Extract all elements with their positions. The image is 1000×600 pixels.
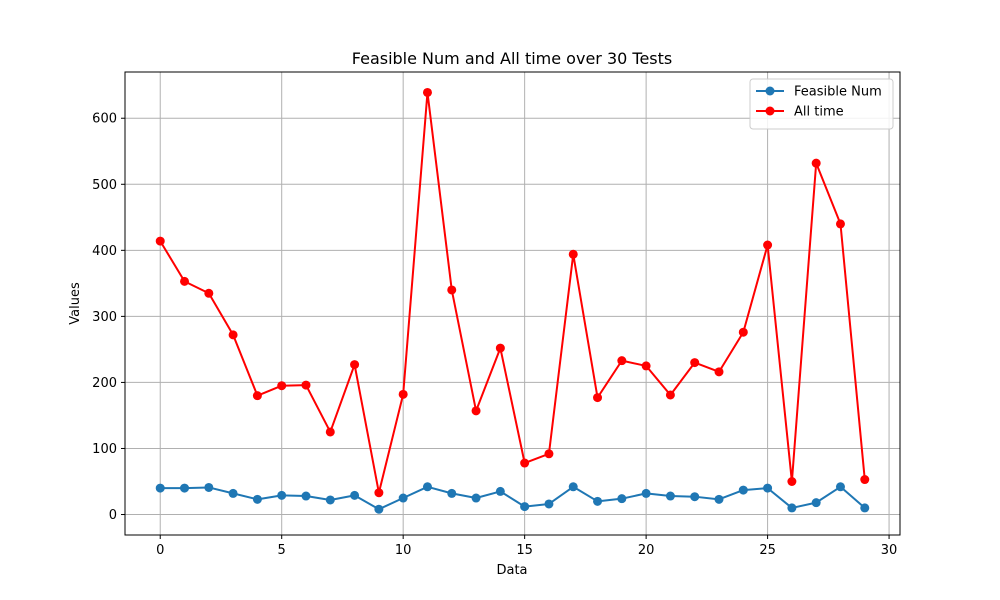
data-point-all-time: [277, 381, 287, 391]
data-point-feasible-num: [350, 490, 360, 500]
series-feasible-num: [155, 482, 870, 514]
y-tick-label: 200: [92, 376, 117, 391]
legend-marker-all-time: [765, 106, 775, 116]
data-point-feasible-num: [544, 499, 554, 509]
data-point-feasible-num: [204, 482, 214, 492]
y-tick-label: 600: [92, 112, 117, 127]
legend-label-all-time: All time: [794, 105, 844, 120]
data-point-feasible-num: [593, 496, 603, 506]
data-point-all-time: [325, 427, 335, 437]
data-point-all-time: [568, 249, 578, 259]
data-point-feasible-num: [301, 491, 311, 501]
y-tick-label: 400: [92, 244, 117, 259]
data-point-all-time: [422, 87, 432, 97]
data-point-all-time: [471, 406, 481, 416]
data-point-all-time: [617, 356, 627, 366]
data-point-all-time: [811, 158, 821, 168]
data-point-feasible-num: [641, 488, 651, 498]
data-point-all-time: [447, 285, 457, 295]
data-point-feasible-num: [738, 485, 748, 495]
data-point-all-time: [520, 458, 530, 468]
data-point-all-time: [495, 343, 505, 353]
data-point-all-time: [204, 288, 214, 298]
y-axis-label: Values: [68, 282, 83, 325]
legend-label-feasible-num: Feasible Num: [794, 85, 882, 100]
data-point-feasible-num: [277, 490, 287, 500]
data-point-feasible-num: [811, 498, 821, 508]
data-point-feasible-num: [398, 493, 408, 503]
grid: [125, 72, 900, 535]
data-point-all-time: [860, 475, 870, 485]
legend-marker-feasible-num: [765, 86, 775, 96]
legend: Feasible Num All time: [749, 78, 894, 130]
data-point-feasible-num: [155, 483, 165, 493]
data-point-all-time: [593, 393, 603, 403]
x-axis-label: Data: [496, 563, 527, 578]
data-point-all-time: [690, 358, 700, 368]
data-point-all-time: [763, 240, 773, 250]
x-tick-label: 30: [881, 543, 898, 558]
data-point-all-time: [374, 488, 384, 498]
data-point-feasible-num: [252, 494, 262, 504]
x-tick-label: 10: [395, 543, 412, 558]
data-point-all-time: [641, 361, 651, 371]
data-point-feasible-num: [325, 495, 335, 505]
data-point-all-time: [714, 367, 724, 377]
data-point-feasible-num: [495, 486, 505, 496]
y-tick-label: 500: [92, 178, 117, 193]
series-all-time: [155, 87, 870, 498]
x-tick-label: 5: [278, 543, 286, 558]
plot-frame: [124, 71, 901, 536]
series-layer: [155, 87, 870, 514]
y-tick-label: 300: [92, 310, 117, 325]
data-point-feasible-num: [617, 494, 627, 504]
x-tick-label: 25: [759, 543, 776, 558]
data-point-all-time: [180, 276, 190, 286]
data-point-feasible-num: [180, 483, 190, 493]
x-tick-label: 0: [156, 543, 164, 558]
data-point-all-time: [835, 219, 845, 229]
data-point-feasible-num: [471, 493, 481, 503]
y-tick-label: 100: [92, 442, 117, 457]
chart-title: Feasible Num and All time over 30 Tests: [352, 49, 672, 68]
legend-box: [749, 78, 894, 130]
data-point-all-time: [544, 449, 554, 459]
data-point-feasible-num: [568, 482, 578, 492]
x-tick-label: 15: [516, 543, 533, 558]
data-point-feasible-num: [763, 483, 773, 493]
data-point-feasible-num: [787, 503, 797, 513]
data-point-feasible-num: [228, 488, 238, 498]
data-point-feasible-num: [374, 504, 384, 514]
data-point-feasible-num: [665, 491, 675, 501]
data-point-feasible-num: [860, 503, 870, 513]
y-tick-label: 0: [109, 508, 117, 523]
data-point-all-time: [301, 380, 311, 390]
data-point-all-time: [787, 477, 797, 487]
data-point-all-time: [398, 389, 408, 399]
data-point-all-time: [228, 330, 238, 340]
data-point-all-time: [665, 390, 675, 400]
data-point-all-time: [738, 327, 748, 337]
data-point-feasible-num: [520, 502, 530, 512]
data-point-all-time: [350, 360, 360, 370]
data-point-feasible-num: [422, 482, 432, 492]
data-point-all-time: [252, 391, 262, 401]
data-point-feasible-num: [714, 494, 724, 504]
x-tick-label: 20: [638, 543, 655, 558]
data-point-all-time: [155, 236, 165, 246]
data-point-feasible-num: [690, 492, 700, 502]
data-point-feasible-num: [835, 482, 845, 492]
data-point-feasible-num: [447, 488, 457, 498]
